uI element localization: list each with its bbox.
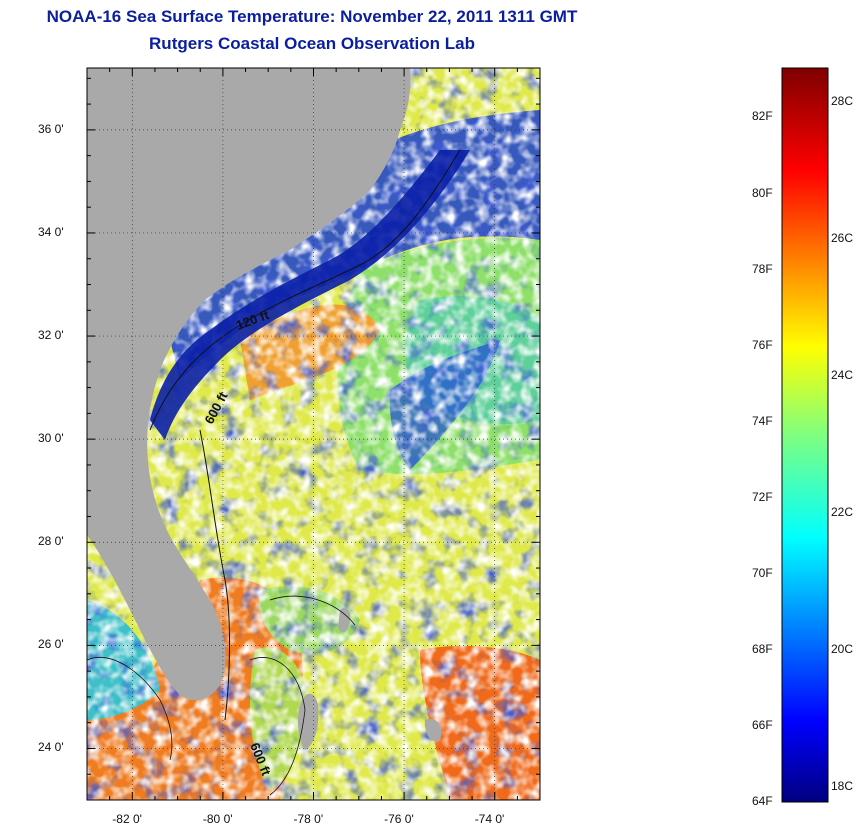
lat-tick-label: 34 0' — [38, 224, 64, 239]
colorbar-f-label: 72F — [752, 489, 773, 504]
colorbar-f-label: 80F — [752, 185, 773, 200]
colorbar-f-label: 74F — [752, 413, 773, 428]
lat-tick-label: 30 0' — [38, 431, 64, 446]
colorbar-c-label: 26C — [831, 231, 854, 246]
colorbar-c-label: 18C — [831, 778, 854, 793]
lat-tick-label: 36 0' — [38, 121, 64, 136]
lon-tick-label: -76 0' — [384, 812, 414, 826]
lat-tick-label: 28 0' — [38, 534, 64, 549]
colorbar-c-label: 24C — [831, 368, 854, 383]
colorbar-f-label: 66F — [752, 717, 773, 732]
lon-tick-label: -82 0' — [112, 812, 142, 826]
colorbar-c-label: 20C — [831, 641, 854, 656]
colorbar-c-label: 28C — [831, 94, 854, 109]
colorbar-gradient — [781, 67, 829, 803]
colorbar-f-label: 64F — [752, 794, 773, 808]
colorbar-f-label: 82F — [752, 109, 773, 124]
sst-field — [87, 68, 540, 800]
lon-tick-label: -78 0' — [293, 812, 324, 826]
colorbar-f-label: 68F — [752, 641, 773, 656]
lon-tick-label: -80 0' — [202, 812, 233, 826]
map-title: NOAA-16 Sea Surface Temperature: Novembe… — [46, 7, 578, 26]
colorbar-f-label: 76F — [752, 337, 773, 352]
axis-ticks — [87, 68, 541, 800]
colorbar-f-label: 70F — [752, 565, 773, 580]
lon-tick-label: -74 0' — [474, 812, 505, 826]
colorbar-f-label: 78F — [752, 261, 773, 276]
lat-tick-label: 26 0' — [38, 637, 64, 652]
lat-tick-label: 24 0' — [38, 740, 64, 755]
colorbar-c-label: 22C — [831, 504, 854, 519]
map-subtitle: Rutgers Coastal Ocean Observation Lab — [149, 34, 475, 53]
lat-tick-label: 32 0' — [38, 328, 64, 343]
